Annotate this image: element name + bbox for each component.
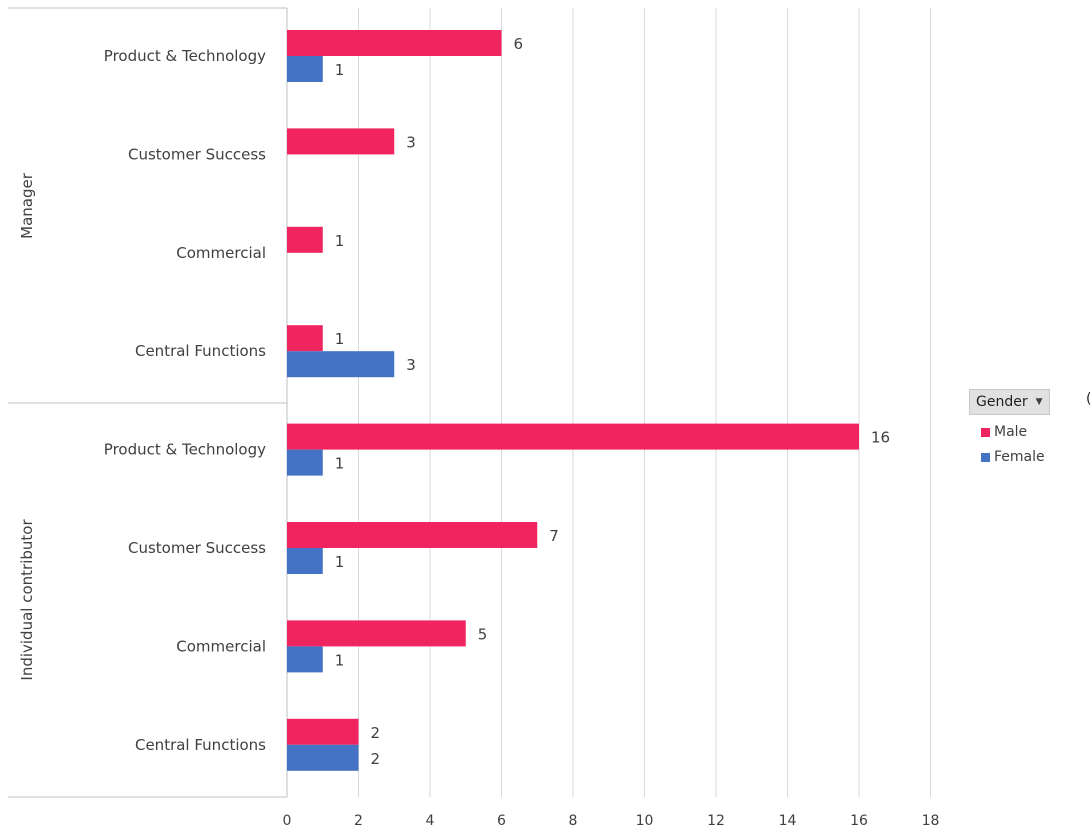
legend-swatch-female bbox=[981, 452, 990, 462]
data-labels: 6 1 3 1 1 3 16 1 7 1 5 1 2 2 bbox=[335, 35, 890, 768]
legend-clipped-glyph: ( bbox=[1086, 391, 1091, 407]
x-tick-labels: 0 2 4 6 8 10 12 14 16 18 bbox=[283, 813, 940, 829]
bar-female-individual-contributor-commercial bbox=[287, 646, 323, 673]
category-label-manager-product-and-technology: Product & Technology bbox=[104, 47, 266, 65]
category-labels: Product & Technology Customer Success Comm… bbox=[104, 47, 266, 754]
category-label-individual-contributor-product-and-technology: Product & Technology bbox=[104, 441, 266, 459]
legend-field-button[interactable]: Gender ▼ bbox=[969, 389, 1050, 415]
x-tick-label-2: 2 bbox=[354, 813, 363, 829]
bar-male-manager-customer-success bbox=[287, 128, 395, 155]
category-label-manager-commercial: Commercial bbox=[176, 244, 266, 262]
legend-item-male[interactable]: Male bbox=[981, 424, 1091, 440]
legend-field-label: Gender bbox=[976, 394, 1028, 410]
legend-swatch-male bbox=[981, 427, 990, 437]
data-label-female-individual-contributor-central-functions: 2 bbox=[371, 750, 381, 768]
bar-female-manager-product-and-technology bbox=[287, 56, 323, 82]
group-label-individual-contributor: Individual contributor bbox=[18, 519, 36, 681]
x-tick-label-12: 12 bbox=[707, 813, 725, 829]
x-tick-label-18: 18 bbox=[922, 813, 940, 829]
legend-item-female[interactable]: Female bbox=[981, 449, 1091, 465]
bar-male-individual-contributor-customer-success bbox=[287, 522, 538, 548]
x-tick-label-10: 10 bbox=[636, 813, 654, 829]
axis-frame bbox=[8, 7, 288, 798]
data-label-male-individual-contributor-commercial: 5 bbox=[478, 625, 488, 643]
data-label-female-manager-central-functions: 3 bbox=[406, 356, 416, 374]
x-tick-label-14: 14 bbox=[779, 813, 797, 829]
bar-male-manager-commercial bbox=[287, 226, 323, 253]
category-label-manager-central-functions: Central Functions bbox=[135, 342, 266, 360]
bar-male-individual-contributor-central-functions bbox=[287, 718, 359, 745]
group-labels: Manager Individual contributor bbox=[18, 172, 36, 680]
x-tick-label-16: 16 bbox=[850, 813, 868, 829]
x-tick-label-0: 0 bbox=[283, 813, 292, 829]
bar-female-individual-contributor-product-and-technology bbox=[287, 449, 323, 476]
bar-female-individual-contributor-central-functions bbox=[287, 744, 359, 771]
data-label-male-individual-contributor-customer-success: 7 bbox=[549, 527, 559, 545]
category-label-individual-contributor-commercial: Commercial bbox=[176, 637, 266, 655]
legend: Gender ▼ ( Male Female bbox=[969, 389, 1091, 465]
bars bbox=[287, 30, 859, 771]
data-label-male-individual-contributor-product-and-technology: 16 bbox=[871, 429, 890, 447]
bar-male-manager-product-and-technology bbox=[287, 30, 502, 56]
x-tick-label-6: 6 bbox=[497, 813, 506, 829]
bar-female-individual-contributor-customer-success bbox=[287, 548, 323, 574]
data-label-male-manager-commercial: 1 bbox=[335, 232, 345, 250]
data-label-male-individual-contributor-central-functions: 2 bbox=[371, 724, 381, 742]
gridlines bbox=[358, 8, 931, 797]
category-label-individual-contributor-customer-success: Customer Success bbox=[128, 539, 266, 557]
chevron-down-icon: ▼ bbox=[1035, 397, 1043, 407]
data-label-male-manager-product-and-technology: 6 bbox=[514, 35, 524, 53]
bar-male-manager-central-functions bbox=[287, 325, 323, 352]
data-label-female-manager-product-and-technology: 1 bbox=[335, 61, 345, 79]
data-label-female-individual-contributor-product-and-technology: 1 bbox=[335, 455, 345, 473]
category-label-individual-contributor-central-functions: Central Functions bbox=[135, 736, 266, 754]
bar-female-manager-central-functions bbox=[287, 351, 395, 378]
data-label-male-manager-customer-success: 3 bbox=[406, 133, 416, 151]
bar-male-individual-contributor-product-and-technology bbox=[287, 423, 859, 450]
bar-male-individual-contributor-commercial bbox=[287, 620, 466, 647]
data-label-female-individual-contributor-commercial: 1 bbox=[335, 651, 345, 669]
data-label-female-individual-contributor-customer-success: 1 bbox=[335, 553, 345, 571]
group-label-manager: Manager bbox=[18, 172, 36, 239]
x-tick-label-4: 4 bbox=[426, 813, 435, 829]
legend-label-male: Male bbox=[994, 424, 1028, 440]
category-label-manager-customer-success: Customer Success bbox=[128, 145, 266, 163]
data-label-male-manager-central-functions: 1 bbox=[335, 330, 345, 348]
legend-label-female: Female bbox=[994, 449, 1045, 465]
x-tick-label-8: 8 bbox=[569, 813, 578, 829]
